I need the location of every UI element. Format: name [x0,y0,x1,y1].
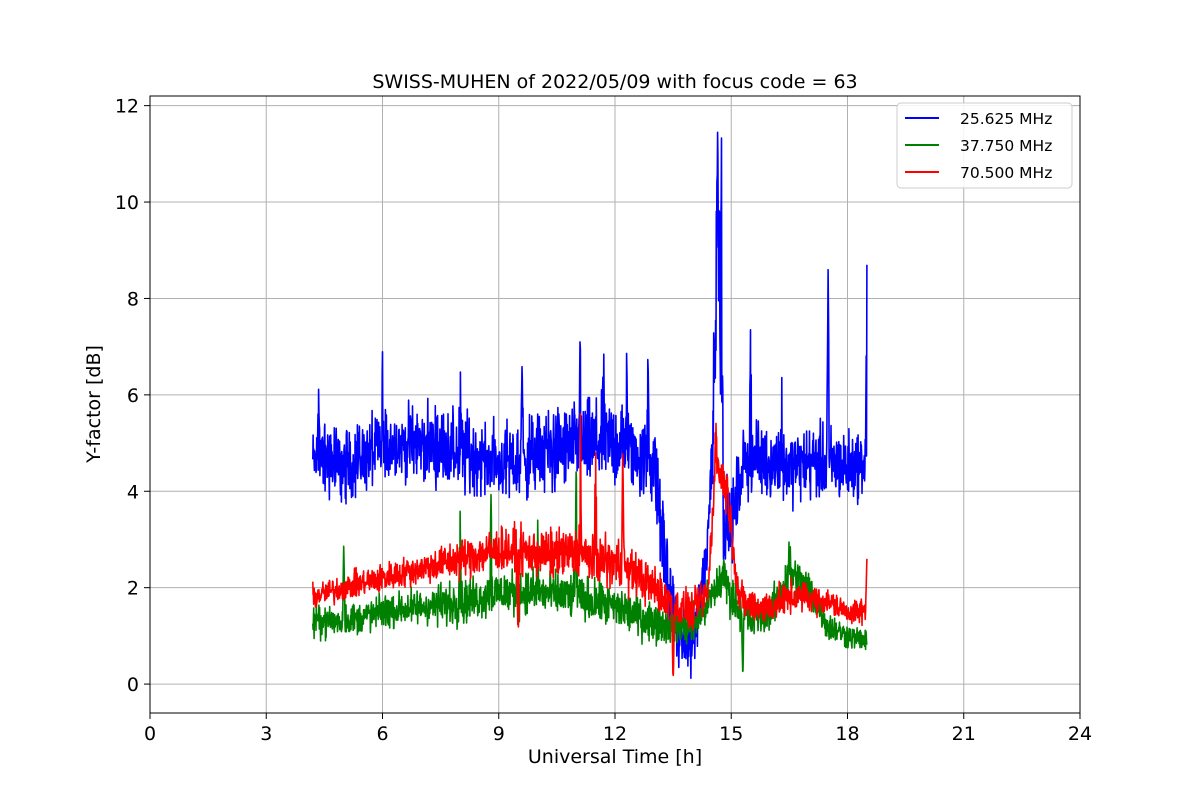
y-axis-ticks: 0 2 4 6 8 10 12 [115,96,150,696]
legend: 25.625 MHz 37.750 MHz 70.500 MHz [896,102,1073,189]
y-tick-label: 0 [127,674,139,696]
legend-box [896,102,1073,189]
series-line-1 [312,131,868,679]
y-axis-label: Y-factor [dB] [83,345,105,464]
x-tick-label: 0 [144,723,156,745]
x-tick-label: 3 [260,723,272,745]
series-line-3 [312,413,868,677]
grid-lines [150,96,1080,713]
x-axis-label: Universal Time [h] [528,746,702,768]
chart-title: SWISS-MUHEN of 2022/05/09 with focus cod… [372,71,857,93]
x-tick-label: 18 [835,723,859,745]
x-tick-label: 6 [376,723,388,745]
legend-label-3: 70.500 MHz [960,164,1052,182]
y-tick-label: 4 [127,481,139,503]
x-tick-label: 12 [603,723,627,745]
x-tick-label: 15 [719,723,743,745]
legend-label-1: 25.625 MHz [960,110,1052,128]
legend-label-2: 37.750 MHz [960,137,1052,155]
series-layer [312,131,868,679]
y-tick-label: 10 [115,192,139,214]
x-tick-label: 24 [1068,723,1092,745]
y-tick-label: 6 [127,385,139,407]
y-tick-label: 12 [115,96,139,118]
x-tick-label: 9 [493,723,505,745]
x-tick-label: 21 [952,723,976,745]
y-tick-label: 2 [127,578,139,600]
x-axis-ticks: 0 3 6 9 12 15 18 21 24 [144,713,1092,745]
y-tick-label: 8 [127,288,139,310]
